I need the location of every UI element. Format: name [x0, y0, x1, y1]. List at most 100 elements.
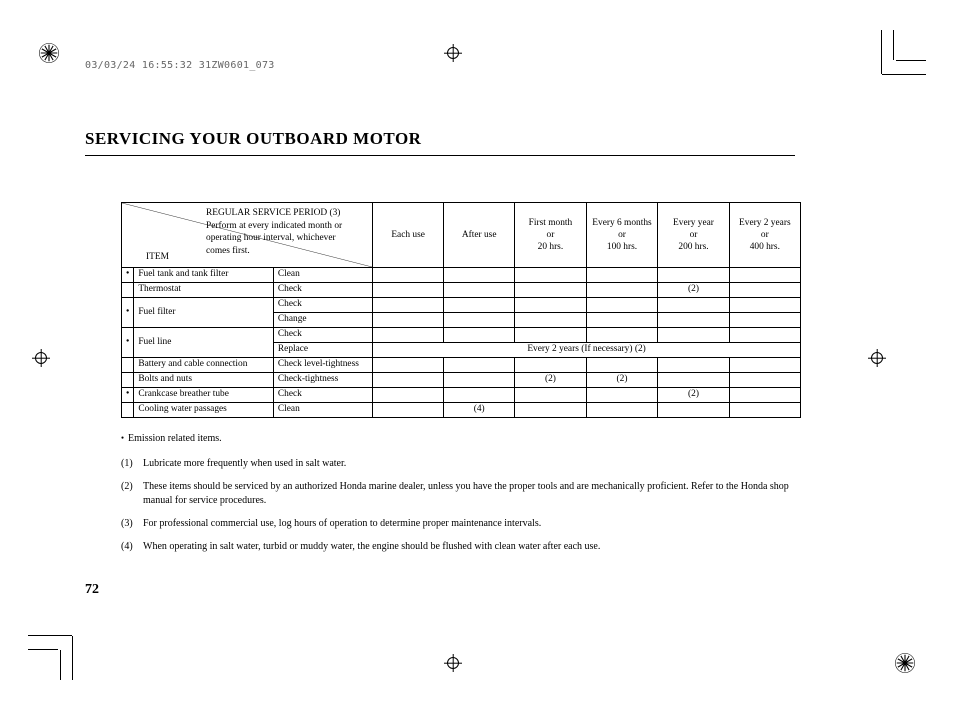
period-cell: [515, 403, 586, 418]
col-6-months: Every 6 monthsor100 hrs.: [586, 203, 658, 268]
period-cell: [373, 298, 444, 313]
period-cell: [373, 403, 444, 418]
item-cell: Fuel filter: [134, 298, 274, 328]
item-cell: Thermostat: [134, 283, 274, 298]
period-cell: [515, 313, 586, 328]
period-cell: [444, 358, 515, 373]
registration-mark-icon: [444, 654, 462, 672]
period-cell: [586, 313, 658, 328]
crop-mark: [893, 30, 894, 60]
period-cell: [729, 388, 800, 403]
period-cell: [729, 268, 800, 283]
col-every-year: Every yearor200 hrs.: [658, 203, 729, 268]
table-row: ● Fuel tank and tank filterClean: [122, 268, 801, 283]
period-cell: [444, 298, 515, 313]
header-item-label: ITEM: [146, 252, 169, 264]
table-row: Bolts and nutsCheck-tightness(2)(2): [122, 373, 801, 388]
bullet-cell: ●: [122, 268, 134, 283]
table-row: ThermostatCheck(2): [122, 283, 801, 298]
period-cell: [729, 298, 800, 313]
page-number: 72: [85, 582, 99, 598]
item-cell: Bolts and nuts: [134, 373, 274, 388]
period-cell: [444, 373, 515, 388]
period-cell: [586, 268, 658, 283]
period-cell: [658, 313, 729, 328]
period-cell: [658, 403, 729, 418]
bullet-cell: ●: [122, 388, 134, 403]
period-cell: [515, 388, 586, 403]
action-cell: Check-tightness: [273, 373, 372, 388]
period-cell: (2): [658, 283, 729, 298]
page-title: SERVICING YOUR OUTBOARD MOTOR: [85, 129, 878, 149]
period-cell: [515, 328, 586, 343]
period-cell: [373, 373, 444, 388]
item-cell: Fuel tank and tank filter: [134, 268, 274, 283]
period-cell: [444, 283, 515, 298]
registration-mark-icon: [32, 349, 50, 367]
period-cell: [515, 283, 586, 298]
table-row: ●Crankcase breather tubeCheck(2): [122, 388, 801, 403]
period-cell: [658, 298, 729, 313]
table-row: Battery and cable connectionCheck level-…: [122, 358, 801, 373]
crop-mark: [72, 636, 73, 680]
printers-mark-icon: [894, 652, 916, 674]
period-cell: [658, 328, 729, 343]
period-cell: [373, 358, 444, 373]
title-rule: [85, 155, 795, 156]
bullet-cell: ●: [122, 298, 134, 328]
period-cell: [729, 373, 800, 388]
table-row: ●Fuel filterCheck: [122, 298, 801, 313]
period-cell: (2): [515, 373, 586, 388]
table-row: Cooling water passagesClean(4): [122, 403, 801, 418]
crop-mark: [60, 650, 61, 680]
bullet-cell: [122, 373, 134, 388]
action-cell: Replace: [273, 343, 372, 358]
period-cell: [444, 388, 515, 403]
note-1: Lubricate more frequently when used in s…: [143, 457, 346, 471]
period-cell: [586, 388, 658, 403]
action-cell: Check level-tightness: [273, 358, 372, 373]
bullet-dot-icon: ●: [126, 390, 129, 396]
period-cell: [729, 403, 800, 418]
period-cell: [515, 358, 586, 373]
crop-mark: [28, 649, 58, 650]
bullet-cell: [122, 283, 134, 298]
col-2-years: Every 2 yearsor400 hrs.: [729, 203, 800, 268]
period-cell: [658, 358, 729, 373]
action-cell: Clean: [273, 268, 372, 283]
period-cell: [586, 403, 658, 418]
period-cell: [444, 268, 515, 283]
note-3: For professional commercial use, log hou…: [143, 517, 541, 531]
note-num-1: (1): [121, 457, 143, 471]
note-num-2: (2): [121, 480, 143, 508]
note-2: These items should be serviced by an aut…: [143, 480, 803, 508]
period-cell: [586, 283, 658, 298]
emission-note: Emission related items.: [121, 432, 222, 446]
page-content: 03/03/24 16:55:32 31ZW0601_073 SERVICING…: [85, 60, 878, 563]
span-cell: Every 2 years (If necessary) (2): [373, 343, 801, 358]
col-each-use: Each use: [373, 203, 444, 268]
note-num-3: (3): [121, 517, 143, 531]
period-cell: [515, 268, 586, 283]
service-table: REGULAR SERVICE PERIOD (3) Perform at ev…: [121, 202, 801, 418]
period-cell: [515, 298, 586, 313]
period-cell: [586, 328, 658, 343]
action-cell: Change: [273, 313, 372, 328]
period-cell: [586, 358, 658, 373]
period-cell: [444, 328, 515, 343]
period-cell: [373, 268, 444, 283]
col-first-month: First monthor20 hrs.: [515, 203, 586, 268]
printers-mark-icon: [38, 42, 60, 64]
period-cell: [373, 313, 444, 328]
bullet-dot-icon: ●: [126, 270, 129, 276]
crop-mark: [28, 635, 72, 636]
bullet-dot-icon: ●: [126, 338, 129, 344]
note-num-4: (4): [121, 540, 143, 554]
action-cell: Clean: [273, 403, 372, 418]
item-cell: Crankcase breather tube: [134, 388, 274, 403]
period-cell: [729, 328, 800, 343]
bullet-dot-icon: ●: [126, 308, 129, 314]
action-cell: Check: [273, 298, 372, 313]
table-row: ●Fuel lineCheck: [122, 328, 801, 343]
item-cell: Cooling water passages: [134, 403, 274, 418]
